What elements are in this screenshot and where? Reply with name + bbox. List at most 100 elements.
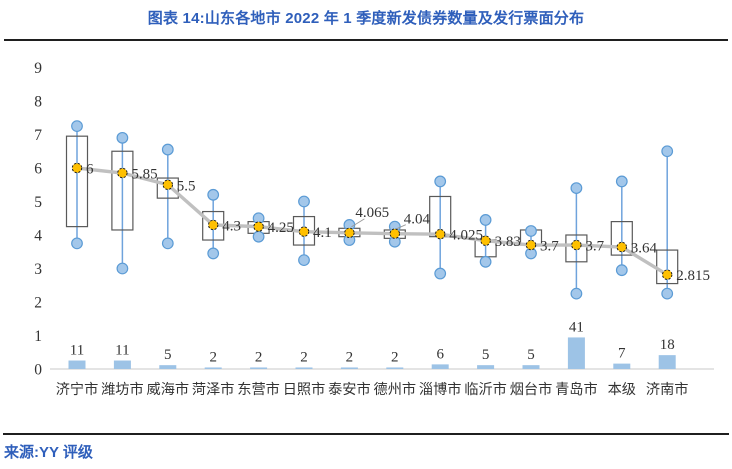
x-axis-label: 临沂市 xyxy=(464,381,507,398)
count-bar xyxy=(477,365,495,369)
x-axis-label: 烟台市 xyxy=(510,381,553,398)
source-line: 来源:YY 评级 xyxy=(4,444,93,461)
median-dot xyxy=(71,162,83,174)
whisker-cap-dot xyxy=(71,237,83,250)
median-value-label: 3.7 xyxy=(585,239,604,255)
count-bar xyxy=(250,367,268,369)
whisker-cap-dot xyxy=(298,254,310,267)
whisker-cap-dot xyxy=(615,264,628,277)
whisker-cap-dot xyxy=(161,237,174,250)
y-axis-tick-label: 3 xyxy=(34,261,42,278)
median-dot xyxy=(344,227,355,239)
x-axis-label: 日照市 xyxy=(283,381,326,398)
whisker-cap-dot xyxy=(434,175,447,188)
whisker-cap-dot xyxy=(252,230,265,243)
y-axis-tick-label: 9 xyxy=(34,60,42,77)
count-label: 5 xyxy=(482,347,490,363)
median-value-label: 4.1 xyxy=(313,225,332,241)
median-value-label: 5.85 xyxy=(131,167,157,183)
x-axis-label: 泰安市 xyxy=(328,381,371,398)
y-axis-tick-label: 2 xyxy=(34,295,42,312)
median-value-label: 6 xyxy=(86,162,94,178)
y-axis-tick-label: 4 xyxy=(34,228,42,245)
count-label: 7 xyxy=(618,346,626,362)
count-label: 2 xyxy=(300,349,308,365)
median-dot xyxy=(525,239,537,251)
x-axis-label: 威海市 xyxy=(147,381,190,398)
whisker-cap-dot xyxy=(71,120,83,133)
median-value-label: 4.04 xyxy=(404,212,431,228)
y-axis-tick-label: 1 xyxy=(34,328,42,345)
callout-leader-line xyxy=(351,218,365,228)
count-label: 41 xyxy=(569,319,584,335)
count-bar xyxy=(658,355,676,369)
footer-divider xyxy=(3,433,729,435)
median-value-label: 4.025 xyxy=(449,228,483,244)
count-label: 2 xyxy=(255,349,263,365)
x-axis-label: 菏泽市 xyxy=(192,381,235,398)
box-rect xyxy=(65,135,89,228)
whisker-cap-dot xyxy=(116,131,129,144)
median-dot xyxy=(662,269,673,280)
count-bar xyxy=(68,360,86,369)
median-value-label: 3.83 xyxy=(495,234,521,250)
whisker-cap-dot xyxy=(434,267,447,280)
count-label: 11 xyxy=(115,343,129,359)
median-dot xyxy=(389,228,400,239)
whisker-cap-dot xyxy=(661,145,674,158)
count-bar xyxy=(204,367,222,369)
x-axis-label: 济南市 xyxy=(646,381,689,398)
count-label: 2 xyxy=(391,349,399,365)
median-dot xyxy=(117,167,128,179)
whisker-cap-dot xyxy=(479,214,492,226)
whisker-cap-dot xyxy=(207,247,220,260)
count-bar xyxy=(159,365,177,369)
box-rect xyxy=(610,221,633,256)
whisker-cap-dot xyxy=(161,143,174,156)
count-label: 5 xyxy=(527,347,535,363)
whisker-cap-dot xyxy=(570,182,583,195)
whisker-cap-dot xyxy=(116,262,129,275)
count-label: 2 xyxy=(209,349,217,365)
count-bar xyxy=(386,367,404,369)
median-dot xyxy=(435,228,446,240)
whisker-cap-dot xyxy=(615,175,628,188)
median-trend-line xyxy=(76,166,669,277)
figure-title: 图表 14:山东各地市 2022 年 1 季度新发债券数量及发行票面分布 xyxy=(147,10,585,27)
whisker-cap-dot xyxy=(661,287,674,300)
box-rect xyxy=(111,150,134,231)
median-value-label: 3.64 xyxy=(631,241,658,257)
y-axis-tick-label: 0 xyxy=(34,362,42,379)
count-label: 5 xyxy=(164,347,172,363)
count-bar xyxy=(522,365,540,369)
box-rect xyxy=(156,177,179,199)
x-axis-label: 德州市 xyxy=(374,381,417,398)
count-label: 2 xyxy=(346,349,354,365)
x-axis-label: 潍坊市 xyxy=(101,381,144,398)
x-axis-label: 济宁市 xyxy=(56,381,99,398)
whisker-cap-dot xyxy=(525,225,537,237)
count-bar xyxy=(431,364,449,369)
count-bar xyxy=(340,367,358,369)
y-axis-tick-label: 6 xyxy=(34,161,42,178)
count-label: 6 xyxy=(436,346,444,362)
whisker-cap-dot xyxy=(298,195,310,208)
count-bar xyxy=(295,367,313,369)
count-bar xyxy=(567,337,585,369)
callout-leader-line xyxy=(396,224,406,230)
x-axis-label: 淄博市 xyxy=(419,381,462,398)
median-dot xyxy=(480,235,491,246)
whisker-cap-dot xyxy=(207,188,220,201)
whisker-cap-dot xyxy=(570,287,583,300)
median-dot xyxy=(162,179,174,190)
median-dot xyxy=(208,219,219,231)
y-axis-tick-label: 8 xyxy=(34,94,42,111)
count-bar xyxy=(613,363,631,369)
box-rect xyxy=(565,234,588,263)
median-value-label: 3.7 xyxy=(540,239,559,255)
median-dot xyxy=(298,226,310,237)
median-value-label: 5.5 xyxy=(177,178,196,194)
median-value-label: 4.065 xyxy=(355,205,389,221)
count-label: 18 xyxy=(660,337,675,353)
y-axis-tick-label: 5 xyxy=(34,194,42,211)
